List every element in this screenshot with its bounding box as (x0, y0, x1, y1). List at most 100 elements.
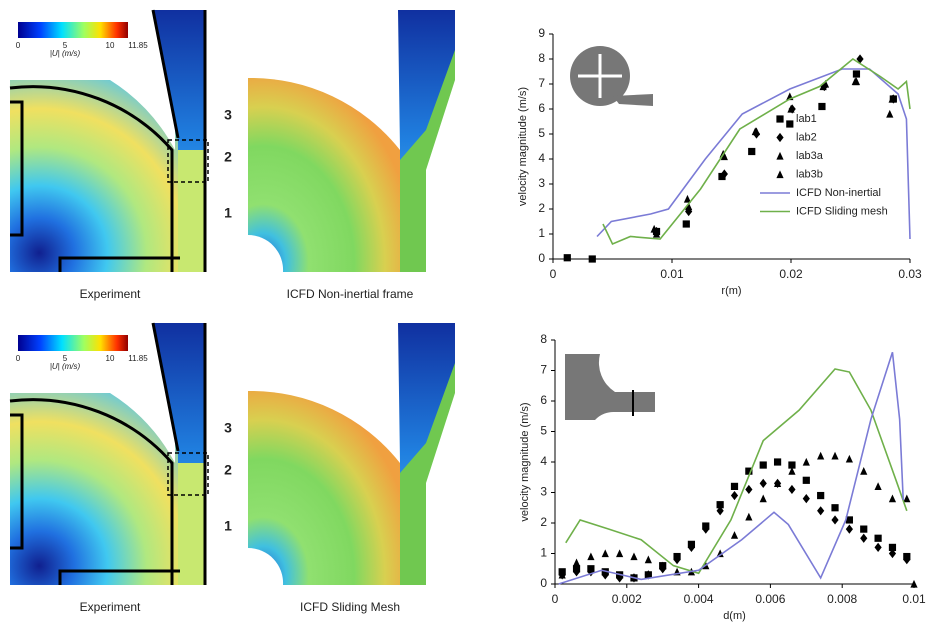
marker (730, 490, 739, 501)
marker (601, 549, 609, 558)
colorbar-tick: 0 (16, 354, 21, 363)
marker (572, 558, 581, 567)
marker (759, 461, 767, 469)
location-label: 1 (224, 205, 232, 221)
legend-swatch (776, 170, 784, 179)
series-line (558, 351, 905, 585)
x-tick-label: 0.006 (755, 592, 785, 606)
x-tick-label: 0.02 (779, 267, 803, 281)
marker (759, 478, 767, 488)
y-tick-label: 7 (538, 76, 545, 90)
y-tick-label: 0 (538, 251, 545, 265)
colorbar (18, 335, 128, 351)
marker (802, 494, 810, 504)
wall (9, 322, 207, 585)
marker (687, 542, 696, 552)
marker (716, 501, 724, 509)
marker (644, 555, 652, 564)
y-tick-label: 2 (538, 201, 545, 215)
marker (718, 172, 726, 181)
marker (817, 451, 825, 460)
marker (788, 484, 796, 495)
marker (845, 516, 853, 524)
icon-cross (578, 54, 622, 98)
field (248, 77, 400, 273)
colorbar-tick: 0 (16, 41, 21, 50)
icon-outlet (613, 94, 653, 106)
colorbar-tick: 5 (63, 354, 68, 363)
x-tick-label: 0 (550, 267, 557, 281)
probe-box (167, 452, 209, 496)
marker (588, 255, 596, 263)
marker (788, 467, 796, 475)
marker (888, 94, 896, 103)
marker (802, 457, 810, 466)
marker (888, 494, 897, 503)
x-tick-label: 0.03 (898, 267, 922, 281)
marker (874, 534, 882, 542)
marker (720, 152, 728, 161)
chart: 0 1 2 3 4 5 6 7 8 9 0 0.01 0.02 0.03 r(m) velocity magn… (517, 26, 922, 297)
y-axis-label: velocity magnitude (m/s) (519, 402, 531, 521)
marker (752, 127, 761, 136)
colorbar-label: |U| (m/s) (50, 362, 81, 371)
series-line (565, 368, 908, 575)
location-label: 3 (224, 107, 232, 123)
y-tick-label: 8 (538, 51, 545, 65)
y-tick-label: 5 (538, 126, 545, 140)
chart: 0 1 2 3 4 5 6 7 8 0 0.002 0.004 0.006 0.008 0.01 d(m) ve… (519, 332, 926, 622)
marker (745, 512, 753, 521)
marker (851, 77, 859, 86)
marker (888, 543, 897, 551)
marker (745, 484, 753, 495)
marker (630, 552, 638, 561)
marker (683, 194, 692, 203)
hub (248, 548, 284, 585)
legend-swatch (776, 115, 784, 123)
channel (178, 463, 205, 585)
marker (563, 254, 571, 262)
marker (659, 564, 667, 574)
marker (821, 79, 830, 88)
marker (730, 482, 739, 490)
inset-icon (570, 46, 653, 106)
marker (773, 458, 782, 466)
x-tick-label: 0.002 (612, 592, 642, 606)
x-axis-label: d(m) (723, 610, 746, 622)
marker (802, 476, 810, 484)
marker (910, 579, 918, 588)
x-tick-label: 0.004 (684, 592, 714, 606)
location-label: 3 (224, 420, 232, 436)
marker (685, 202, 693, 211)
marker (601, 570, 609, 580)
marker (787, 104, 795, 113)
marker (903, 494, 911, 503)
marker (786, 120, 794, 128)
field (248, 390, 400, 585)
marker (616, 549, 624, 558)
colorbar-tick: 10 (106, 41, 115, 50)
location-label: 2 (224, 149, 232, 165)
legend-swatch (776, 132, 784, 143)
colorbar-tick: 10 (106, 354, 115, 363)
marker (845, 454, 853, 463)
inset-icon (565, 354, 655, 420)
y-tick-label: 3 (538, 176, 545, 190)
y-tick-label: 6 (538, 101, 545, 115)
marker (644, 570, 652, 580)
series-line (602, 58, 911, 246)
colorbar-tick: 11.85 (128, 41, 148, 50)
x-tick-label: 0.01 (902, 592, 926, 606)
marker (748, 147, 756, 156)
channel (400, 50, 455, 272)
contour-panel: 0 5 10 11.85 |U| (m/s) 3 2 1 Experiment (9, 322, 232, 614)
blank (10, 393, 175, 463)
marker (587, 552, 595, 561)
contour-panel: 0 5 10 11.85 |U| (m/s) 3 2 1 Experiment (9, 9, 232, 301)
caption: ICFD Non-inertial frame (287, 287, 414, 301)
caption: Experiment (80, 600, 141, 614)
marker (759, 494, 767, 503)
location-label: 2 (224, 462, 232, 478)
marker (817, 506, 825, 516)
